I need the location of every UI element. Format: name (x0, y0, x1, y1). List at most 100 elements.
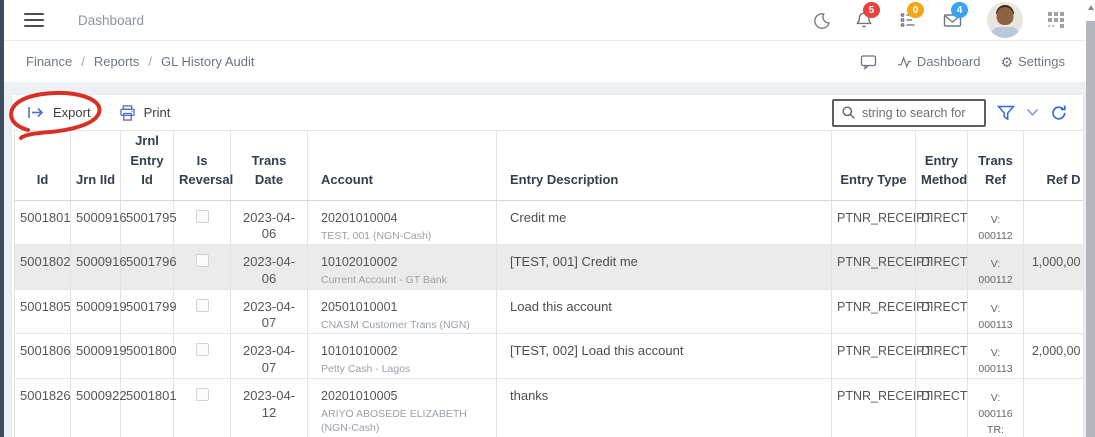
page-content: Export Print (0, 82, 1095, 437)
column-header-entry-type[interactable]: Entry Type (831, 130, 916, 201)
notifications-badge: 5 (863, 2, 880, 18)
is-reversal-checkbox[interactable] (195, 387, 209, 401)
cell-ref-amount: 1,000,00 (1023, 244, 1083, 290)
cell-entry-description: Load this account (496, 289, 832, 335)
print-button[interactable]: Print (119, 104, 171, 121)
cell-entry-description: thanks (496, 378, 832, 437)
cell-entry-type: PTNR_RECEIPT (831, 200, 932, 246)
export-button-label: Export (53, 105, 91, 120)
report-card: Export Print (12, 95, 1083, 437)
table-row[interactable]: 5001805 5000919 5001799 2023-04-07 20501… (14, 289, 1083, 335)
dashboard-link[interactable]: Dashboard (897, 54, 981, 69)
scrollbar-up-arrow[interactable] (1087, 5, 1094, 10)
cell-trans-date: 2023-04-12 (230, 378, 308, 437)
cell-is-reversal (173, 378, 231, 437)
scrollbar-thumb[interactable] (1086, 21, 1095, 437)
breadcrumb-reports[interactable]: Reports (93, 54, 140, 69)
cell-entry-type: PTNR_RECEIPT (831, 244, 932, 290)
account-name: TEST, 001 (NGN-Cash) (321, 229, 432, 242)
chat-icon (860, 54, 877, 70)
filter-chevron-down-icon[interactable] (1026, 108, 1039, 117)
cell-ref-amount (1023, 200, 1083, 246)
refresh-button[interactable] (1050, 104, 1068, 122)
hamburger-menu-icon[interactable] (24, 13, 44, 27)
column-header-jrn-iid[interactable]: Jrn IId (70, 130, 121, 201)
cell-entry-method: DIRECT (915, 378, 968, 437)
sidebar-edge (0, 0, 4, 437)
table-row[interactable]: 5001806 5000919 5001800 2023-04-07 10101… (14, 333, 1083, 379)
is-reversal-checkbox[interactable] (195, 343, 209, 357)
settings-button[interactable]: ⚙ Settings (1000, 54, 1065, 69)
cell-trans-date: 2023-04-06 (230, 244, 308, 290)
is-reversal-checkbox[interactable] (195, 209, 209, 223)
column-header-id[interactable]: Id (14, 130, 71, 201)
messages-badge: 4 (951, 2, 968, 18)
cell-is-reversal (173, 244, 231, 290)
vertical-scrollbar[interactable] (1086, 0, 1095, 437)
breadcrumb-separator: / (81, 54, 85, 69)
cell-trans-ref: V: 000116 TR: 123445 (967, 378, 1024, 437)
account-name: ARIYO ABOSEDE ELIZABETH (NGN-Cash) (321, 407, 467, 434)
cell-jrn-iid: 5000916 (70, 200, 127, 246)
search-group (832, 98, 1068, 127)
cell-trans-ref: V: 000112 (967, 200, 1024, 246)
gear-icon: ⚙ (1000, 53, 1014, 70)
is-reversal-checkbox[interactable] (195, 298, 209, 312)
is-reversal-checkbox[interactable] (195, 254, 209, 268)
column-header-trans-date[interactable]: Trans Date (230, 130, 308, 201)
column-header-jrnl-entry-id[interactable]: Jrnl Entry Id (120, 130, 174, 201)
cell-entry-description: Credit me (496, 200, 832, 246)
printer-icon (119, 104, 136, 121)
cell-entry-method: DIRECT (915, 333, 968, 379)
breadcrumb-finance[interactable]: Finance (26, 54, 73, 69)
search-input[interactable] (862, 105, 977, 120)
messages-button[interactable]: 4 (942, 2, 968, 30)
cell-id: 5001801 (14, 200, 71, 246)
cell-entry-type: PTNR_RECEIPT (831, 333, 932, 379)
dark-mode-toggle[interactable] (811, 11, 830, 30)
cell-ref-amount (1023, 378, 1083, 437)
cell-jrn-iid: 5000919 (70, 289, 127, 335)
cell-id: 5001805 (14, 289, 71, 335)
notifications-button[interactable]: 5 (854, 2, 880, 30)
pulse-icon (897, 55, 912, 69)
column-header-trans-ref[interactable]: Trans Ref (967, 130, 1024, 201)
dashboard-link-label: Dashboard (916, 54, 981, 69)
export-button[interactable]: Export (27, 105, 91, 120)
tasks-button[interactable]: 0 (898, 2, 924, 30)
cell-jrnl-entry-id: 5001796 (120, 244, 177, 290)
cell-account: 10102010002 Current Account - GT Bank (307, 244, 497, 290)
user-avatar[interactable] (987, 2, 1023, 38)
table-header-row: Id Jrn IId Jrnl Entry Id Is Reversal Tra… (14, 130, 1083, 201)
cell-id: 5001802 (14, 244, 71, 290)
column-header-account[interactable]: Account (307, 130, 497, 201)
filter-button[interactable] (997, 105, 1015, 121)
breadcrumb-bar: Finance / Reports / GL History Audit Das… (0, 41, 1095, 82)
cell-account: 20201010005 ARIYO ABOSEDE ELIZABETH (NGN… (307, 378, 497, 437)
search-icon (841, 105, 856, 120)
cell-id: 5001826 (14, 378, 71, 437)
cell-entry-method: DIRECT (915, 244, 968, 290)
table-row[interactable]: 5001801 5000916 5001795 2023-04-06 20201… (14, 200, 1083, 246)
cell-entry-method: DIRECT (915, 289, 968, 335)
column-header-entry-description[interactable]: Entry Description (496, 130, 832, 201)
cell-id: 5001806 (14, 333, 71, 379)
column-header-ref-debit[interactable]: Ref D (1023, 130, 1083, 201)
account-code: 20501010001 (321, 299, 398, 314)
cell-jrnl-entry-id: 5001801 (120, 378, 177, 437)
cell-jrn-iid: 5000922 (70, 378, 127, 437)
apps-menu-button[interactable] (1047, 11, 1065, 29)
gl-history-table-wrap: Id Jrn IId Jrnl Entry Id Is Reversal Tra… (12, 130, 1083, 437)
cell-is-reversal (173, 333, 231, 379)
column-header-entry-method[interactable]: Entry Method (915, 130, 968, 201)
column-header-is-reversal[interactable]: Is Reversal (173, 130, 233, 201)
comments-button[interactable] (860, 54, 877, 70)
print-button-label: Print (143, 105, 171, 120)
cell-entry-description: [TEST, 001] Credit me (496, 244, 832, 290)
account-code: 10101010002 (321, 344, 398, 359)
table-row[interactable]: 5001802 5000916 5001796 2023-04-06 10102… (14, 244, 1083, 290)
cell-jrnl-entry-id: 5001795 (120, 200, 177, 246)
cell-entry-type: PTNR_RECEIPT (831, 378, 932, 437)
table-row[interactable]: 5001826 5000922 5001801 2023-04-12 20201… (14, 378, 1083, 437)
breadcrumb-separator: / (148, 54, 153, 69)
